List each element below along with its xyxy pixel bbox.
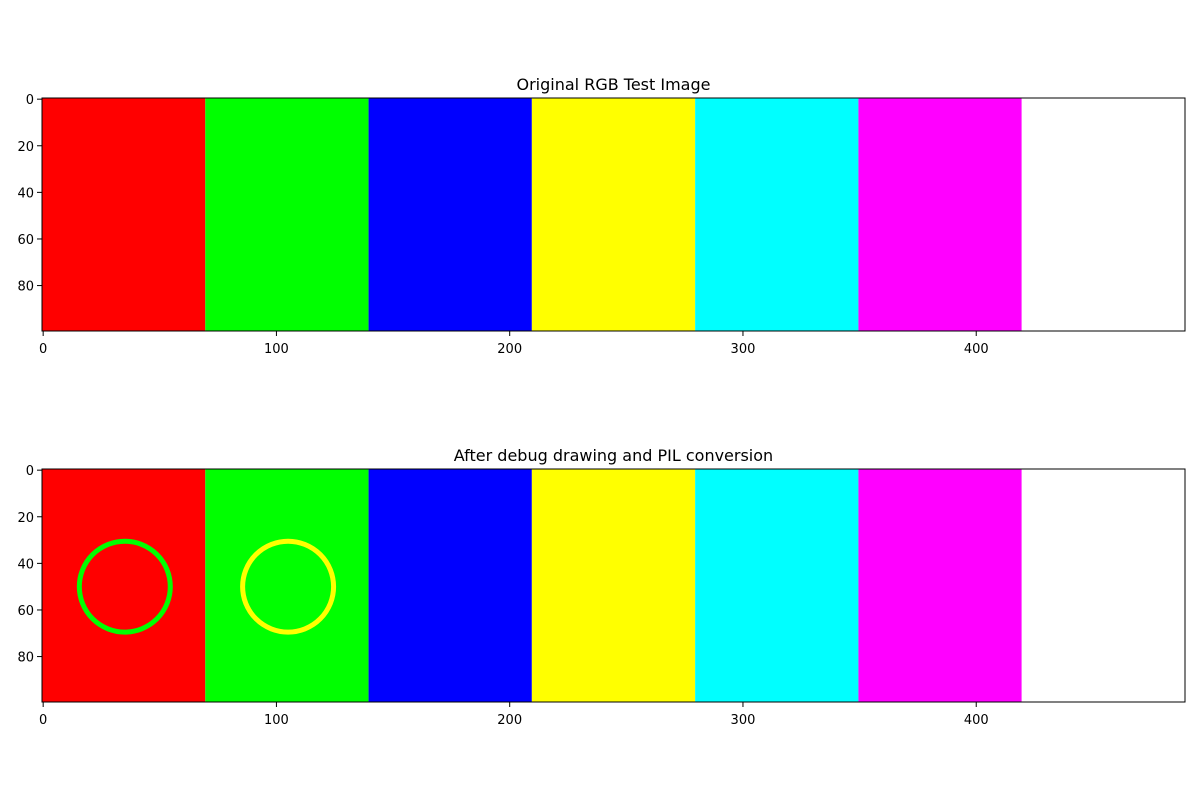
x-tick-label: 300 xyxy=(731,342,756,357)
color-stripe xyxy=(531,469,696,702)
color-stripe xyxy=(531,98,696,331)
chart-title: Original RGB Test Image xyxy=(517,75,711,94)
y-tick-label: 40 xyxy=(17,557,34,572)
x-tick-label: 400 xyxy=(964,713,989,728)
subplot-after-debug: After debug drawing and PIL conversion 0… xyxy=(17,446,1186,728)
color-stripe xyxy=(695,98,859,331)
chart-title: After debug drawing and PIL conversion xyxy=(454,446,773,465)
color-stripe xyxy=(205,98,369,331)
debug-circle xyxy=(240,538,337,635)
color-stripe xyxy=(858,469,1022,702)
y-tick-label: 20 xyxy=(17,140,34,155)
color-stripe xyxy=(42,469,206,702)
x-tick-label: 0 xyxy=(39,342,47,357)
x-tick-label: 0 xyxy=(39,713,47,728)
y-tick-label: 60 xyxy=(17,604,34,619)
color-stripe xyxy=(368,98,532,331)
color-stripe xyxy=(205,469,369,702)
axes-frame xyxy=(41,97,1186,332)
x-tick-label: 100 xyxy=(264,342,289,357)
x-tick-label: 200 xyxy=(497,342,522,357)
x-tick-label: 400 xyxy=(964,342,989,357)
color-stripe xyxy=(42,98,206,331)
axes-frame xyxy=(41,468,1186,703)
color-stripe xyxy=(1021,98,1185,331)
subplot-original: Original RGB Test Image 0 100 200 300 400 0 20… xyxy=(17,75,1186,357)
x-tick-label: 300 xyxy=(731,713,756,728)
y-tick-label: 40 xyxy=(17,186,34,201)
color-stripe xyxy=(695,469,859,702)
color-stripe xyxy=(858,98,1022,331)
y-tick-label: 80 xyxy=(17,280,34,295)
color-stripe xyxy=(368,469,532,702)
debug-circle xyxy=(76,538,173,635)
y-tick-label: 80 xyxy=(17,651,34,666)
color-stripe xyxy=(1021,469,1185,702)
y-tick-label: 0 xyxy=(26,93,34,108)
y-tick-label: 0 xyxy=(26,464,34,479)
x-tick-label: 100 xyxy=(264,713,289,728)
y-tick-label: 60 xyxy=(17,233,34,248)
y-tick-label: 20 xyxy=(17,511,34,526)
x-tick-label: 200 xyxy=(497,713,522,728)
